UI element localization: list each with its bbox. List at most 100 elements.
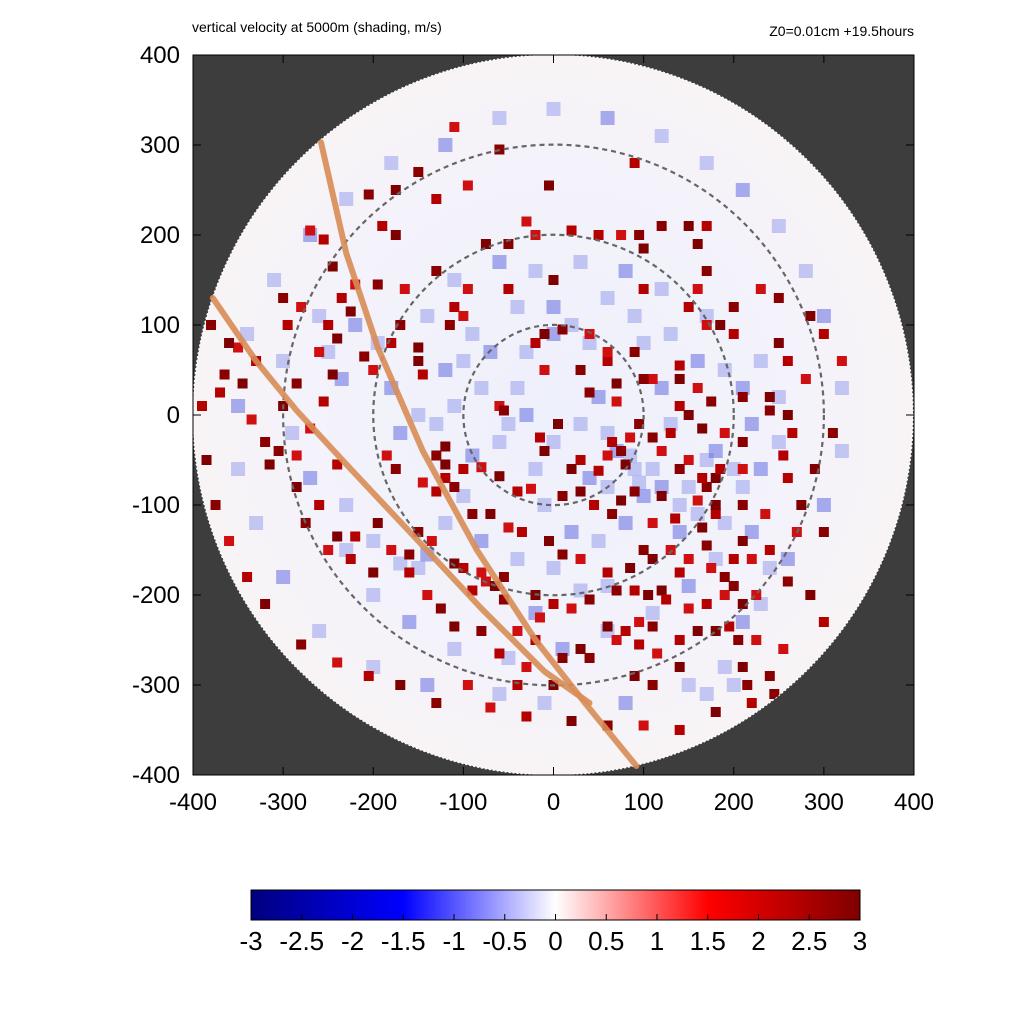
positive-velocity-cell xyxy=(656,221,667,231)
negative-velocity-cell xyxy=(735,480,750,494)
negative-velocity-cell xyxy=(492,687,507,701)
negative-velocity-cell xyxy=(726,462,741,476)
positive-velocity-cell xyxy=(305,225,316,236)
positive-velocity-cell xyxy=(692,284,703,294)
negative-velocity-cell xyxy=(411,408,426,422)
x-tick-label: 300 xyxy=(804,789,844,816)
positive-velocity-cell xyxy=(638,374,649,384)
negative-velocity-cell xyxy=(681,480,696,494)
positive-velocity-cell xyxy=(512,680,523,690)
positive-velocity-cell xyxy=(746,698,757,708)
negative-velocity-cell xyxy=(816,309,831,323)
positive-velocity-cell xyxy=(701,320,712,330)
positive-velocity-cell xyxy=(327,261,338,272)
positive-velocity-cell xyxy=(656,491,667,501)
y-tick-label: -100 xyxy=(132,492,180,519)
negative-velocity-cell xyxy=(546,102,561,116)
positive-velocity-cell xyxy=(413,167,424,177)
negative-velocity-cell xyxy=(465,327,480,341)
positive-velocity-cell xyxy=(197,401,208,411)
negative-velocity-cell xyxy=(708,552,723,566)
positive-velocity-cell xyxy=(728,302,739,312)
positive-velocity-cell xyxy=(715,464,726,474)
positive-velocity-cell xyxy=(665,428,676,438)
positive-velocity-cell xyxy=(629,585,640,596)
positive-velocity-cell xyxy=(661,594,672,605)
positive-velocity-cell xyxy=(260,437,271,447)
positive-velocity-cell xyxy=(665,545,676,555)
negative-velocity-cell xyxy=(735,381,750,395)
negative-velocity-cell xyxy=(267,273,282,287)
negative-velocity-cell xyxy=(654,480,669,494)
positive-velocity-cell xyxy=(422,590,433,600)
positive-velocity-cell xyxy=(467,585,478,596)
positive-velocity-cell xyxy=(634,639,645,650)
positive-velocity-cell xyxy=(611,396,622,407)
positive-velocity-cell xyxy=(503,239,514,249)
positive-velocity-cell xyxy=(674,374,685,384)
positive-velocity-cell xyxy=(584,329,595,339)
positive-velocity-cell xyxy=(602,720,613,731)
negative-velocity-cell xyxy=(744,417,759,431)
positive-velocity-cell xyxy=(485,702,496,713)
colorbar-tick-label: 3 xyxy=(853,926,867,956)
positive-velocity-cell xyxy=(476,626,487,636)
positive-velocity-cell xyxy=(458,311,469,321)
positive-velocity-cell xyxy=(769,689,780,699)
positive-velocity-cell xyxy=(323,545,334,555)
positive-velocity-cell xyxy=(431,450,442,461)
colorbar-tick-label: -1.5 xyxy=(381,926,426,956)
positive-velocity-cell xyxy=(449,558,460,569)
positive-velocity-cell xyxy=(818,527,829,537)
negative-velocity-cell xyxy=(771,219,786,233)
negative-velocity-cell xyxy=(753,462,768,476)
negative-velocity-cell xyxy=(717,516,732,530)
positive-velocity-cell xyxy=(386,545,397,555)
negative-velocity-cell xyxy=(492,111,507,125)
positive-velocity-cell xyxy=(701,482,712,492)
positive-velocity-cell xyxy=(237,378,248,389)
positive-velocity-cell xyxy=(625,432,636,443)
positive-velocity-cell xyxy=(566,716,577,726)
negative-velocity-cell xyxy=(623,448,638,463)
negative-velocity-cell xyxy=(573,255,588,269)
colorbar-tick-label: -1 xyxy=(442,926,465,956)
negative-velocity-cell xyxy=(366,588,381,602)
range-ring xyxy=(462,323,645,507)
positive-velocity-cell xyxy=(530,338,541,348)
negative-velocity-cell xyxy=(546,561,561,575)
positive-velocity-cell xyxy=(674,567,685,578)
negative-velocity-cell xyxy=(339,543,354,557)
positive-velocity-cell xyxy=(368,567,379,578)
negative-velocity-cell xyxy=(465,448,480,463)
positive-velocity-cell xyxy=(224,338,235,348)
positive-velocity-cell xyxy=(386,338,397,348)
positive-velocity-cell xyxy=(431,698,442,708)
positive-velocity-cell xyxy=(737,392,748,402)
colorbar-tick-label: 0 xyxy=(548,926,562,956)
positive-velocity-cell xyxy=(462,284,473,294)
colorbar-tick-label: -2 xyxy=(341,926,364,956)
positive-velocity-cell xyxy=(701,540,712,551)
positive-velocity-cell xyxy=(706,396,717,407)
positive-velocity-cell xyxy=(534,432,545,443)
positive-velocity-cell xyxy=(701,599,712,609)
positive-velocity-cell xyxy=(692,239,703,249)
positive-velocity-cell xyxy=(462,680,473,690)
positive-velocity-cell xyxy=(417,477,428,488)
negative-velocity-cell xyxy=(456,489,471,503)
negative-velocity-cell xyxy=(276,570,291,584)
positive-velocity-cell xyxy=(805,311,816,321)
negative-velocity-cell xyxy=(564,525,579,539)
y-tick-label: 0 xyxy=(167,402,180,429)
negative-velocity-cell xyxy=(393,556,408,571)
negative-velocity-cell xyxy=(231,399,246,413)
positive-velocity-cell xyxy=(818,617,829,627)
positive-velocity-cell xyxy=(692,495,703,506)
negative-velocity-cell xyxy=(528,264,543,278)
positive-velocity-cell xyxy=(782,356,793,366)
positive-velocity-cell xyxy=(296,639,307,650)
positive-velocity-cell xyxy=(521,711,532,722)
positive-velocity-cell xyxy=(291,482,302,492)
positive-velocity-cell xyxy=(701,266,712,276)
